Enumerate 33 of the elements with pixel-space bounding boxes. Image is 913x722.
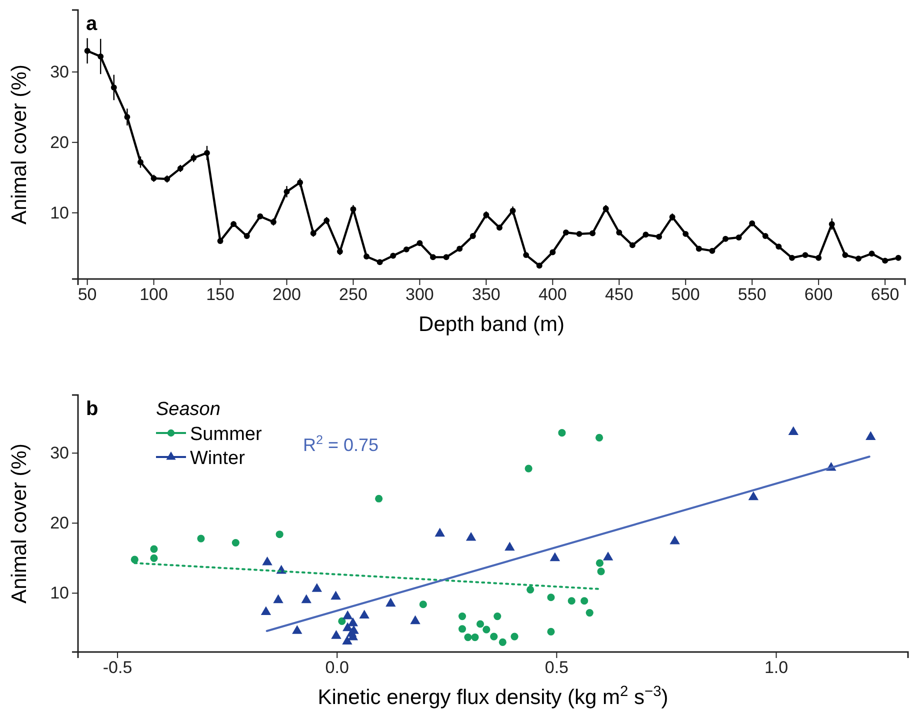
y-axis-title: Animal cover (%)	[8, 64, 31, 224]
x-axis-title: Depth band (m)	[418, 313, 564, 336]
y-tick-label: 30	[50, 444, 69, 463]
chart-title: a	[86, 13, 98, 35]
x-tick-label: 600	[804, 285, 833, 304]
x-tick-label: 550	[738, 285, 766, 304]
x-tick-label: 0.5	[544, 658, 568, 678]
x-tick-label: 0.0	[325, 658, 349, 678]
x-tick-label: -0.5	[102, 658, 132, 678]
x-tick-label: 300	[406, 285, 434, 304]
legend-title: Season	[156, 399, 220, 420]
y-tick-label: 20	[50, 132, 69, 152]
x-axis-title: Kinetic energy flux density (kg m$^{2}$ s$^{−3}$)	[318, 684, 668, 709]
x-tick-label: 650	[870, 285, 900, 304]
x-tick-label: 150	[206, 285, 234, 304]
x-tick-label: 100	[140, 285, 168, 304]
y-axis-title: Animal cover (%)	[8, 444, 31, 604]
legend-label: Winter	[190, 448, 246, 469]
y-tick-label: 10	[50, 203, 69, 222]
x-tick-label: 1.0	[764, 658, 788, 678]
x-tick-label: 200	[272, 285, 301, 304]
chart-title: b	[86, 398, 98, 420]
x-tick-label: 450	[604, 285, 634, 304]
x-tick-label: 500	[671, 285, 700, 304]
x-tick-label: 250	[339, 285, 368, 304]
y-tick-label: 30	[50, 62, 69, 82]
x-tick-label: 350	[472, 285, 500, 304]
x-tick-label: 50	[78, 285, 97, 304]
annotation: R$^{2}$ = 0.75	[303, 433, 379, 455]
legend-label: Summer	[190, 424, 262, 445]
x-tick-label: 400	[538, 285, 567, 304]
y-tick-label: 20	[50, 514, 69, 533]
y-tick-label: 10	[50, 584, 69, 603]
